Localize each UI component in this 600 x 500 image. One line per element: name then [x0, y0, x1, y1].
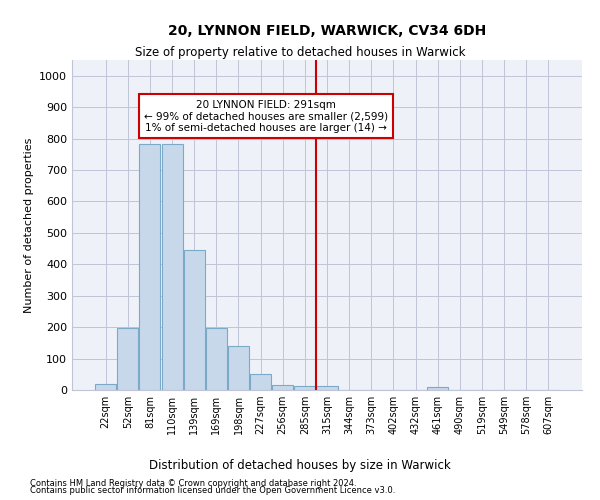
Bar [206, 328, 227, 390]
Bar [161, 144, 182, 390]
Bar [228, 346, 249, 390]
Y-axis label: Number of detached properties: Number of detached properties [23, 138, 34, 312]
Bar [250, 374, 271, 390]
Bar [184, 250, 205, 390]
Text: Size of property relative to detached houses in Warwick: Size of property relative to detached ho… [135, 46, 465, 59]
Title: 20, LYNNON FIELD, WARWICK, CV34 6DH: 20, LYNNON FIELD, WARWICK, CV34 6DH [168, 24, 486, 38]
Bar [118, 328, 139, 390]
Bar [295, 386, 316, 390]
Text: Contains public sector information licensed under the Open Government Licence v3: Contains public sector information licen… [30, 486, 395, 495]
Text: Contains HM Land Registry data © Crown copyright and database right 2024.: Contains HM Land Registry data © Crown c… [30, 478, 356, 488]
Bar [316, 386, 338, 390]
Bar [427, 387, 448, 390]
Bar [95, 384, 116, 390]
Bar [272, 386, 293, 390]
Text: 20 LYNNON FIELD: 291sqm
← 99% of detached houses are smaller (2,599)
1% of semi-: 20 LYNNON FIELD: 291sqm ← 99% of detache… [144, 100, 388, 133]
Text: Distribution of detached houses by size in Warwick: Distribution of detached houses by size … [149, 458, 451, 471]
Bar [139, 144, 160, 390]
